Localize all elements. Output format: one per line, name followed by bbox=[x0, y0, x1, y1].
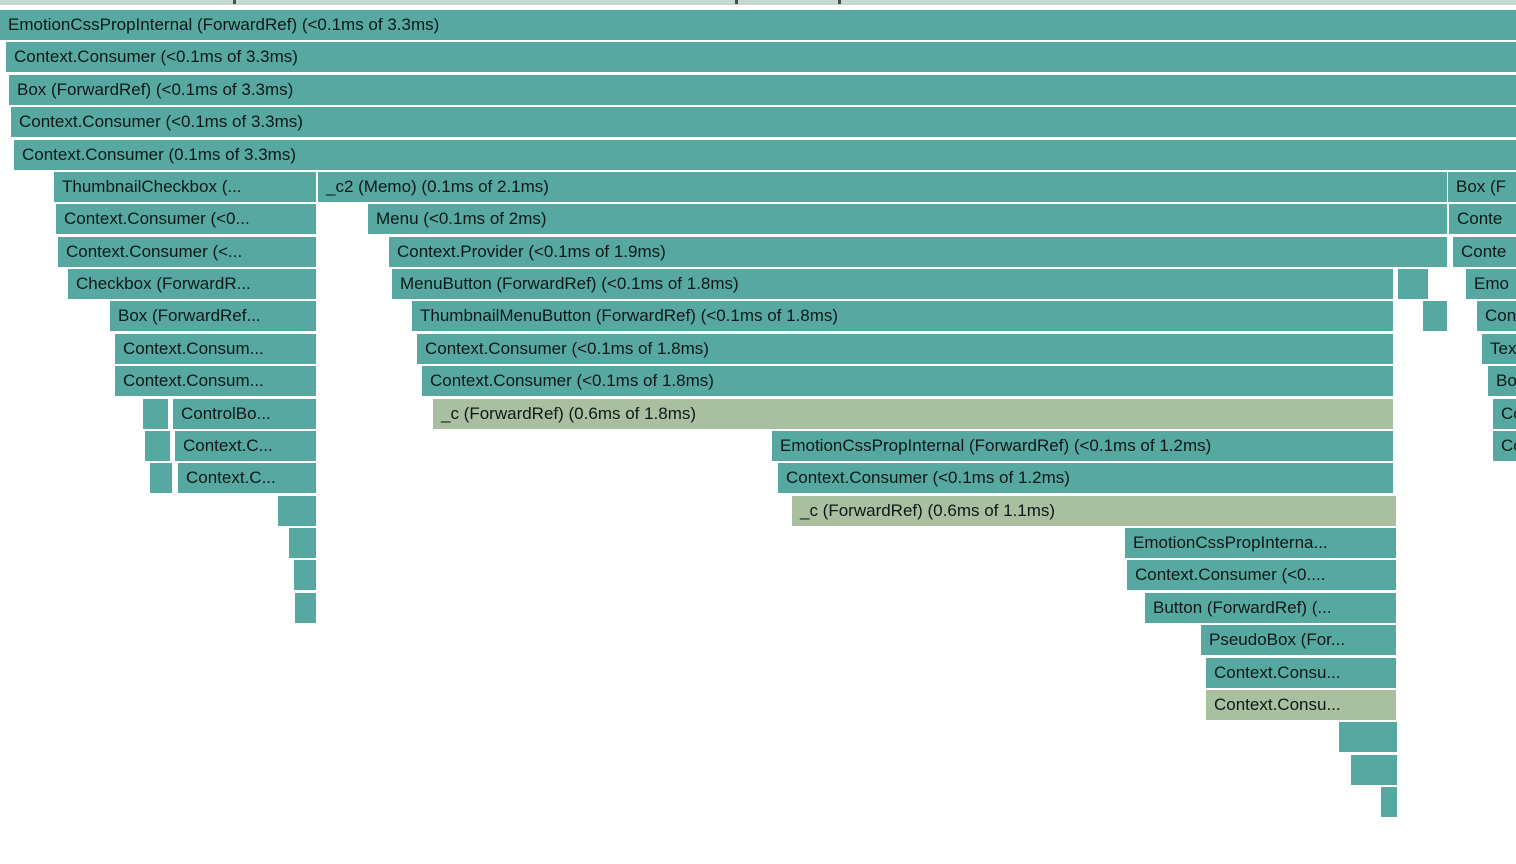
flame-bar[interactable]: Context.Consumer (0.1ms of 3.3ms) bbox=[14, 140, 1516, 170]
flame-bar[interactable]: Bo bbox=[1488, 366, 1516, 396]
flame-bar[interactable]: EmotionCssPropInternal (ForwardRef) (<0.… bbox=[772, 431, 1393, 461]
flame-bar-unlabeled[interactable] bbox=[294, 560, 316, 590]
flame-bar[interactable]: Context.Consumer (<0.1ms of 3.3ms) bbox=[11, 107, 1516, 137]
flame-bar-unlabeled[interactable] bbox=[1398, 269, 1428, 299]
flame-bar[interactable]: Tex bbox=[1482, 334, 1516, 364]
flame-bar-unlabeled[interactable] bbox=[289, 528, 316, 558]
flame-bar[interactable]: Context.Consumer (<0... bbox=[56, 204, 316, 234]
flame-bar[interactable]: Box (ForwardRef) (<0.1ms of 3.3ms) bbox=[9, 75, 1516, 105]
flame-bar-unlabeled[interactable] bbox=[1423, 301, 1447, 331]
flame-bar[interactable]: EmotionCssPropInterna... bbox=[1125, 528, 1396, 558]
flame-bar[interactable]: Context.Consumer (<0.1ms of 3.3ms) bbox=[6, 42, 1516, 72]
flame-bar-unlabeled[interactable] bbox=[1351, 755, 1397, 785]
flame-bar[interactable]: _c (ForwardRef) (0.6ms of 1.1ms) bbox=[792, 496, 1396, 526]
flame-bar[interactable]: Conte bbox=[1449, 204, 1516, 234]
flame-bar[interactable]: Context.C... bbox=[178, 463, 316, 493]
flame-bar[interactable]: EmotionCssPropInternal (ForwardRef) (<0.… bbox=[0, 10, 1516, 40]
flame-bar[interactable]: Context.Consumer (<0.1ms of 1.8ms) bbox=[422, 366, 1393, 396]
flame-bar-unlabeled[interactable] bbox=[1381, 787, 1397, 817]
flame-bar[interactable]: Context.C... bbox=[175, 431, 316, 461]
flame-bar-unlabeled[interactable] bbox=[278, 496, 316, 526]
flame-bar[interactable]: Checkbox (ForwardR... bbox=[68, 269, 316, 299]
clipped-text-mark bbox=[735, 0, 738, 4]
flame-bar[interactable]: Context.Consum... bbox=[115, 366, 316, 396]
flame-bar[interactable]: _c (ForwardRef) (0.6ms of 1.8ms) bbox=[433, 399, 1393, 429]
flame-bar[interactable]: Context.Consu... bbox=[1206, 690, 1396, 720]
flame-bar-unlabeled[interactable] bbox=[145, 431, 170, 461]
clipped-text-mark bbox=[233, 0, 236, 4]
flame-bar[interactable]: ControlBo... bbox=[173, 399, 316, 429]
flame-bar[interactable]: Con bbox=[1477, 301, 1516, 331]
flame-bar[interactable]: Co bbox=[1493, 399, 1516, 429]
flame-bar[interactable]: Emo bbox=[1466, 269, 1516, 299]
flame-bar[interactable]: Context.Provider (<0.1ms of 1.9ms) bbox=[389, 237, 1447, 267]
flame-bar[interactable]: Conte bbox=[1453, 237, 1516, 267]
flame-bar[interactable]: Box (F bbox=[1448, 172, 1516, 202]
flame-bar-unlabeled[interactable] bbox=[1339, 722, 1397, 752]
flame-bar-unlabeled[interactable] bbox=[143, 399, 168, 429]
flame-bar[interactable]: PseudoBox (For... bbox=[1201, 625, 1396, 655]
flame-bar[interactable]: Co bbox=[1493, 431, 1516, 461]
flame-bar[interactable]: MenuButton (ForwardRef) (<0.1ms of 1.8ms… bbox=[392, 269, 1393, 299]
flame-bar[interactable]: Context.Consumer (<0.... bbox=[1127, 560, 1396, 590]
flame-bar-unlabeled[interactable] bbox=[295, 593, 316, 623]
flame-bar[interactable]: _c2 (Memo) (0.1ms of 2.1ms) bbox=[318, 172, 1447, 202]
flame-bar[interactable]: Menu (<0.1ms of 2ms) bbox=[368, 204, 1447, 234]
flame-bar-unlabeled[interactable] bbox=[150, 463, 172, 493]
flame-bar[interactable]: Context.Consumer (<0.1ms of 1.2ms) bbox=[778, 463, 1393, 493]
flame-bar[interactable]: Context.Consumer (<... bbox=[58, 237, 316, 267]
flame-bar[interactable]: ThumbnailMenuButton (ForwardRef) (<0.1ms… bbox=[412, 301, 1393, 331]
flame-bar[interactable]: Context.Consu... bbox=[1206, 658, 1396, 688]
flame-bar[interactable]: Box (ForwardRef... bbox=[110, 301, 316, 331]
flame-bar[interactable]: ThumbnailCheckbox (... bbox=[54, 172, 316, 202]
flame-bar[interactable]: Context.Consumer (<0.1ms of 1.8ms) bbox=[417, 334, 1393, 364]
flame-bar[interactable]: Context.Consum... bbox=[115, 334, 316, 364]
clipped-text-mark bbox=[838, 0, 841, 4]
clipped-row-strip bbox=[0, 0, 1516, 5]
flame-bar[interactable]: Button (ForwardRef) (... bbox=[1145, 593, 1396, 623]
